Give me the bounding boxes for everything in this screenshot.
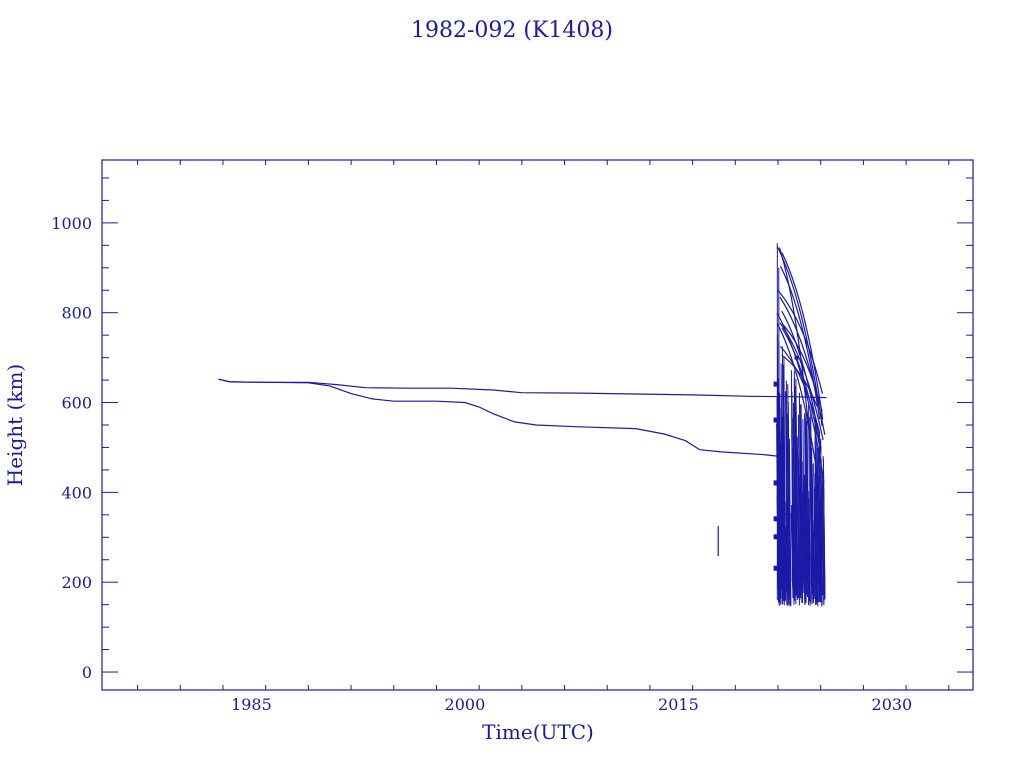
debris-streak: [798, 392, 802, 591]
debris-streak: [784, 525, 788, 606]
debris-arc: [781, 322, 823, 412]
x-tick-label: 2000: [445, 695, 486, 714]
debris-streak: [785, 417, 789, 605]
y-axis-ticks: [102, 177, 973, 673]
debris-streak: [803, 474, 807, 601]
debris-arc: [781, 310, 822, 450]
debris-streak: [815, 474, 819, 583]
y-tick-label: 600: [61, 394, 92, 413]
debris-marker: [773, 516, 779, 522]
x-axis-tick-labels: 1985 2000 2015 2030: [231, 695, 912, 714]
debris-streak: [807, 529, 810, 602]
x-tick-label: 2030: [872, 695, 913, 714]
debris-streak: [810, 427, 813, 595]
chart-title: 1982-092 (K1408): [411, 18, 613, 43]
y-axis-label: Height (km): [3, 364, 27, 486]
debris-cloud: [773, 243, 826, 607]
debris-arc: [776, 323, 819, 480]
debris-marker: [773, 480, 779, 486]
debris-streak: [800, 524, 803, 600]
debris-streak: [817, 486, 820, 597]
debris-arc: [779, 345, 821, 433]
y-axis-tick-labels: 0 200 400 600 800 1000: [51, 214, 92, 682]
debris-streak: [820, 528, 823, 605]
debris-marker: [773, 417, 779, 423]
series-line-1: [218, 378, 827, 399]
series-line-2: [218, 378, 780, 457]
debris-streak: [800, 442, 804, 585]
debris-marker: [773, 565, 779, 571]
debris-streak: [788, 438, 792, 606]
debris-streak: [796, 522, 799, 599]
debris-streak: [804, 418, 808, 595]
debris-streak: [779, 443, 783, 588]
y-tick-label: 400: [61, 483, 92, 502]
debris-streak: [796, 436, 800, 589]
debris-streak: [821, 471, 825, 603]
debris-streak: [792, 418, 796, 586]
y-tick-label: 0: [82, 663, 92, 682]
debris-streak: [802, 529, 806, 605]
debris-streak: [801, 507, 805, 593]
y-tick-label: 800: [61, 304, 92, 323]
debris-streak: [791, 447, 795, 598]
x-axis-ticks: [137, 160, 950, 690]
debris-arc: [779, 266, 821, 420]
x-tick-label: 1985: [231, 695, 272, 714]
debris-streak: [811, 447, 814, 603]
debris-streak: [808, 404, 811, 606]
y-tick-label: 1000: [51, 214, 92, 233]
debris-streak: [778, 267, 780, 596]
x-axis-label: Time(UTC): [482, 720, 594, 744]
debris-streak: [820, 458, 824, 596]
debris-streak: [800, 489, 803, 596]
debris-arc: [777, 289, 823, 394]
debris-streak: [787, 401, 791, 589]
x-tick-label: 2015: [658, 695, 699, 714]
debris-streak: [814, 487, 817, 590]
debris-streak: [805, 411, 808, 585]
data-series: [218, 378, 827, 557]
debris-streak: [814, 454, 818, 585]
debris-streak: [791, 505, 794, 589]
debris-marker: [773, 534, 779, 540]
debris-streak: [793, 378, 797, 598]
debris-streak: [782, 366, 786, 602]
debris-marker: [773, 381, 779, 387]
debris-streak: [797, 414, 801, 600]
y-tick-label: 200: [61, 573, 92, 592]
debris-streak: [781, 494, 784, 597]
debris-marker: [794, 355, 799, 360]
debris-arc: [781, 252, 824, 420]
